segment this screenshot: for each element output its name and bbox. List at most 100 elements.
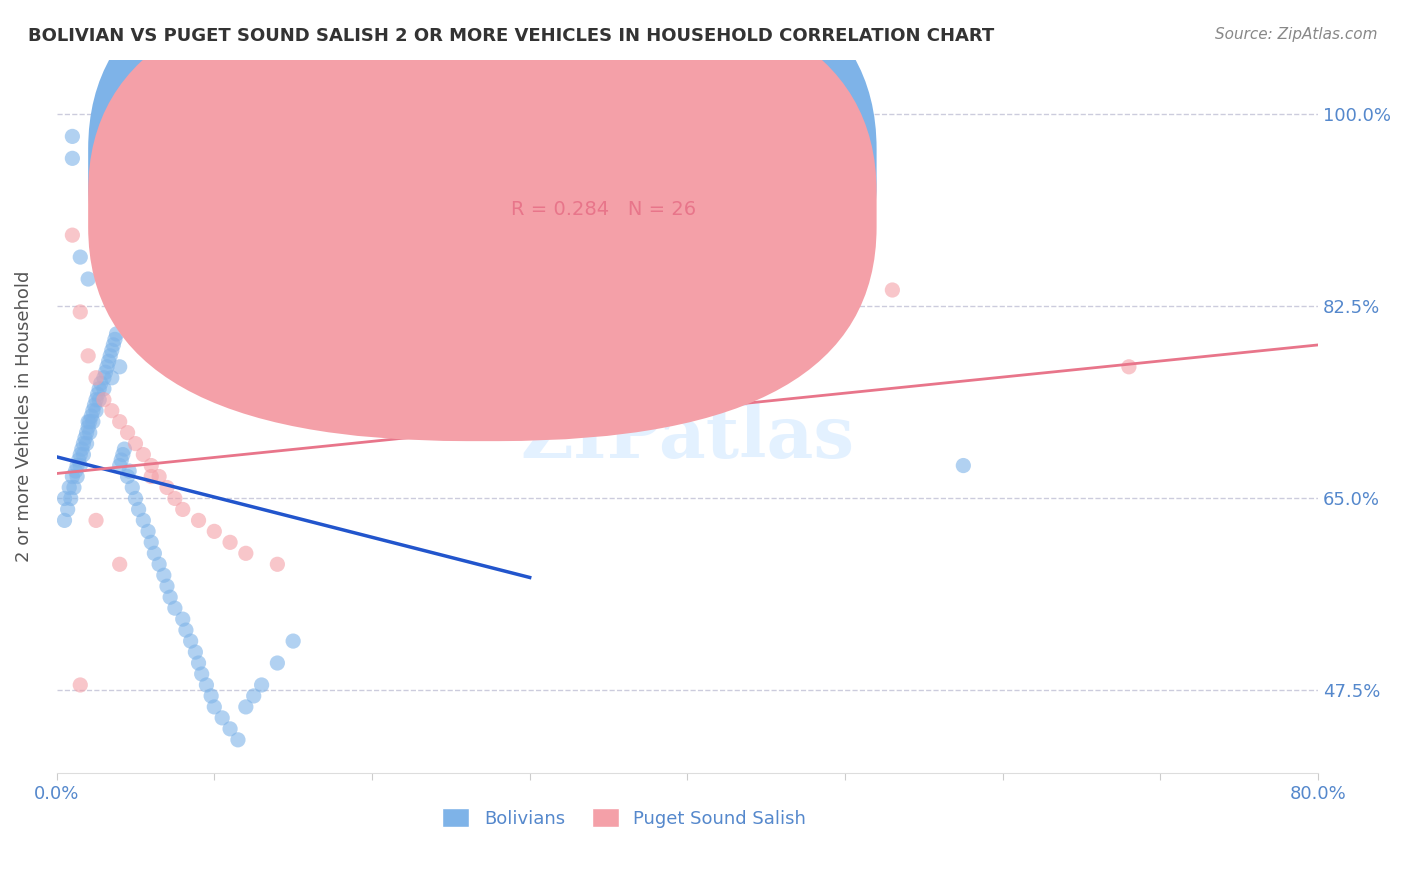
Point <box>53 491 76 506</box>
Point <box>250 678 273 692</box>
Point <box>77 415 100 429</box>
Point <box>882 283 904 297</box>
Point <box>148 469 170 483</box>
Point <box>1118 359 1140 374</box>
Point <box>60 129 83 144</box>
Point <box>89 392 111 407</box>
Point <box>53 513 76 527</box>
Point <box>110 453 132 467</box>
Point <box>104 332 127 346</box>
Point <box>101 343 124 358</box>
Point <box>226 732 249 747</box>
Legend: Bolivians, Puget Sound Salish: Bolivians, Puget Sound Salish <box>434 801 814 835</box>
Point <box>60 469 83 483</box>
Point <box>108 558 131 572</box>
Point <box>98 349 121 363</box>
Point <box>235 700 257 714</box>
Point <box>163 601 186 615</box>
Point <box>174 623 197 637</box>
Point <box>141 469 163 483</box>
Point <box>69 678 91 692</box>
Point <box>510 305 533 319</box>
Point <box>76 425 98 440</box>
Point <box>118 464 141 478</box>
Point <box>141 458 163 473</box>
Point <box>80 409 103 424</box>
Point <box>132 448 155 462</box>
Point <box>60 152 83 166</box>
Point <box>56 502 79 516</box>
Point <box>79 425 101 440</box>
FancyBboxPatch shape <box>441 131 845 245</box>
Point <box>108 458 131 473</box>
Point <box>84 403 107 417</box>
Point <box>117 469 139 483</box>
FancyBboxPatch shape <box>89 0 876 399</box>
Point <box>97 354 120 368</box>
Point <box>103 338 125 352</box>
Point <box>83 398 105 412</box>
Point <box>101 403 124 417</box>
Point <box>69 250 91 264</box>
Point <box>65 464 87 478</box>
Point <box>190 667 212 681</box>
Point <box>96 359 118 374</box>
Point <box>84 513 107 527</box>
Point <box>93 382 115 396</box>
Point <box>72 436 94 450</box>
Point <box>60 228 83 243</box>
Point <box>235 546 257 560</box>
Point <box>111 448 134 462</box>
Point <box>952 458 974 473</box>
Point <box>84 371 107 385</box>
Point <box>69 448 91 462</box>
Point <box>90 376 112 391</box>
Point <box>132 513 155 527</box>
Point <box>77 420 100 434</box>
Point <box>187 656 209 670</box>
Point <box>69 458 91 473</box>
Point <box>143 546 166 560</box>
Text: Source: ZipAtlas.com: Source: ZipAtlas.com <box>1215 27 1378 42</box>
Point <box>141 535 163 549</box>
Point <box>59 491 82 506</box>
Text: R = 0.284   N = 26: R = 0.284 N = 26 <box>510 200 696 219</box>
Point <box>202 524 225 539</box>
Point <box>93 392 115 407</box>
Point <box>128 502 150 516</box>
Point <box>156 579 179 593</box>
Point <box>266 558 288 572</box>
Point <box>124 491 146 506</box>
Point <box>73 431 96 445</box>
Point <box>219 722 242 736</box>
Point <box>159 591 181 605</box>
Text: BOLIVIAN VS PUGET SOUND SALISH 2 OR MORE VEHICLES IN HOUSEHOLD CORRELATION CHART: BOLIVIAN VS PUGET SOUND SALISH 2 OR MORE… <box>28 27 994 45</box>
Text: R = 0.376   N = 87: R = 0.376 N = 87 <box>510 157 696 176</box>
Point <box>94 365 117 379</box>
Y-axis label: 2 or more Vehicles in Household: 2 or more Vehicles in Household <box>15 270 32 562</box>
Point <box>187 513 209 527</box>
Point <box>121 481 143 495</box>
Point <box>200 689 222 703</box>
Point <box>184 645 207 659</box>
Point <box>153 568 176 582</box>
Point <box>211 711 233 725</box>
Text: ZIPatlas: ZIPatlas <box>520 402 855 473</box>
Point <box>89 382 111 396</box>
Point <box>66 458 89 473</box>
Point <box>58 481 80 495</box>
Point <box>202 700 225 714</box>
Point <box>172 502 194 516</box>
Point <box>281 634 304 648</box>
Point <box>66 469 89 483</box>
Point <box>63 481 86 495</box>
Point <box>108 415 131 429</box>
Point <box>486 239 509 253</box>
Point <box>242 689 264 703</box>
FancyBboxPatch shape <box>89 0 876 442</box>
Point <box>148 558 170 572</box>
Point <box>101 371 124 385</box>
Point <box>82 403 104 417</box>
Point <box>70 442 93 456</box>
Point <box>195 678 218 692</box>
